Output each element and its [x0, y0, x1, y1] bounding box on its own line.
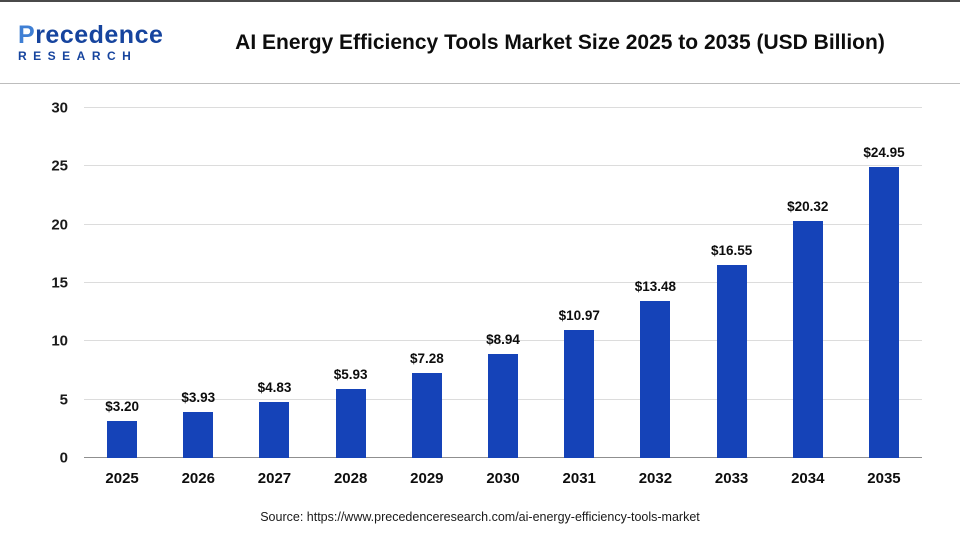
bar: [335, 388, 366, 458]
bar: [868, 166, 899, 458]
plot-area: $3.20 $3.93 $4.83 $5.93 $7.28 $8.94 $10.97 $13.…: [84, 107, 922, 458]
x-tick-label: 2027: [257, 470, 292, 487]
bar-column: $8.94: [465, 108, 541, 458]
bar-column: $3.93: [160, 108, 236, 458]
bar-column: $16.55: [694, 108, 770, 458]
bar: [107, 420, 138, 458]
x-axis: 2025 2026 2027 2028 2029 2030 2031 2032 2033 2034…: [84, 458, 922, 504]
chart-title: AI Energy Efficiency Tools Market Size 2…: [235, 30, 885, 54]
bar-column: $13.48: [617, 108, 693, 458]
y-tick-label: 5: [59, 391, 68, 409]
bar-value-label: $3.93: [181, 390, 216, 406]
bar: [488, 353, 519, 458]
bar-value-label: $20.32: [787, 198, 829, 214]
precedence-research-logo: Precedence RESEARCH: [18, 22, 188, 63]
bar-value-label: $24.95: [863, 144, 905, 160]
bar-column: $24.95: [846, 108, 922, 458]
x-tick-label: 2034: [791, 470, 825, 487]
bar-value-label: $4.83: [257, 379, 292, 395]
logo-p-glyph: P: [18, 21, 36, 50]
bar-column: $3.20: [84, 108, 160, 458]
bar-column: $4.83: [236, 108, 312, 458]
x-tick-label: 2025: [105, 470, 139, 487]
gridline: [84, 107, 922, 108]
x-tick-label: 2035: [867, 470, 901, 487]
bar-value-label: $5.93: [333, 366, 368, 382]
gridline: [84, 282, 922, 283]
bar-value-label: $8.94: [486, 331, 520, 347]
logo-wordmark: Precedence: [18, 22, 188, 48]
x-tick-label: 2032: [638, 470, 673, 487]
bar: [564, 330, 595, 458]
bar: [183, 412, 214, 458]
bar-value-label: $16.55: [710, 242, 753, 258]
chart-header: Precedence RESEARCH AI Energy Efficiency…: [0, 2, 960, 84]
y-tick-label: 20: [51, 216, 68, 234]
x-tick-label: 2029: [410, 470, 444, 487]
gridline: [84, 223, 922, 225]
y-tick-label: 30: [51, 99, 68, 117]
bar-column: $20.32: [770, 108, 846, 458]
chart-footer: Source: https://www.precedenceresearch.c…: [0, 504, 960, 540]
bar-chart: 0 5 10 15 20 25 30 $3.20 $3.93 $4.83 $5.93 $7.28 $8…: [0, 84, 960, 504]
gridline: [84, 340, 922, 342]
bar-value-label: $13.48: [634, 278, 677, 294]
x-tick-label: 2030: [486, 470, 520, 487]
y-tick-label: 10: [51, 332, 68, 350]
bar: [716, 264, 747, 458]
x-tick-label: 2031: [562, 470, 596, 487]
y-tick-label: 0: [59, 449, 68, 467]
bar-value-label: $7.28: [409, 351, 444, 367]
y-tick-label: 25: [51, 157, 68, 175]
x-tick-label: 2033: [714, 470, 749, 487]
bar-value-label: $3.20: [105, 398, 139, 414]
bars-container: $3.20 $3.93 $4.83 $5.93 $7.28 $8.94 $10.97 $13.…: [84, 108, 922, 458]
source-text: Source: https://www.precedenceresearch.c…: [260, 510, 700, 524]
bar: [259, 401, 290, 458]
gridline: [84, 165, 922, 167]
logo-wordmark-rest: recedence: [35, 21, 164, 50]
y-tick-label: 15: [51, 274, 68, 292]
logo-subtitle: RESEARCH: [18, 49, 138, 64]
bar: [640, 300, 671, 458]
y-axis: 0 5 10 15 20 25 30: [4, 100, 84, 467]
x-tick-label: 2026: [181, 470, 215, 487]
bar-column: $5.93: [313, 108, 389, 458]
bar-column: $10.97: [541, 108, 617, 458]
bar-column: $7.28: [389, 108, 465, 458]
bar: [411, 373, 442, 458]
bar-value-label: $10.97: [558, 308, 600, 324]
x-tick-label: 2028: [333, 470, 368, 487]
bar: [792, 220, 823, 458]
